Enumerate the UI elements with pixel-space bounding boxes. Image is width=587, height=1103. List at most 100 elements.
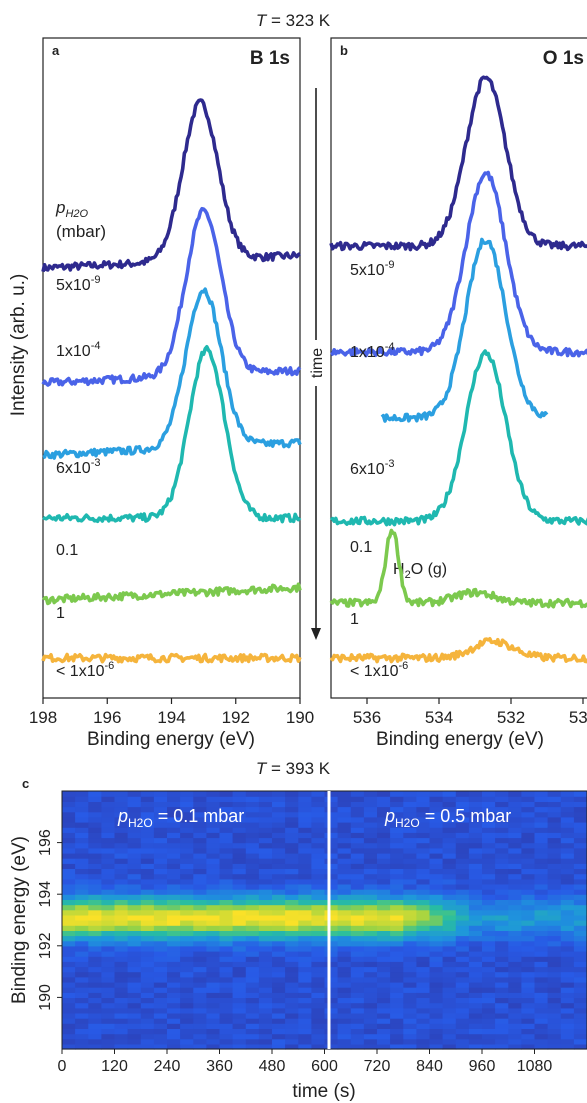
heatmap-cell bbox=[455, 791, 470, 797]
heatmap-cell bbox=[311, 1038, 326, 1045]
heatmap-cell bbox=[337, 822, 352, 828]
heatmap-cell bbox=[534, 997, 549, 1004]
heatmap-cell bbox=[416, 837, 431, 844]
heatmap-cell bbox=[88, 894, 102, 900]
heatmap-cell bbox=[232, 827, 247, 833]
heatmap-cell bbox=[272, 925, 286, 931]
heatmap-cell bbox=[62, 976, 76, 983]
heatmap-cell bbox=[573, 837, 587, 844]
heatmap-xtick-label: 480 bbox=[259, 1058, 286, 1075]
heatmap-cell bbox=[219, 863, 234, 869]
heatmap-cell bbox=[232, 1002, 247, 1009]
heatmap-cell bbox=[442, 940, 457, 947]
heatmap-cell bbox=[206, 914, 221, 921]
heatmap-cell bbox=[232, 883, 247, 890]
panel-c-xlabel: time (s) bbox=[292, 1081, 355, 1102]
heatmap-cell bbox=[363, 806, 378, 813]
heatmap-cell bbox=[573, 1033, 587, 1040]
heatmap-cell bbox=[324, 816, 339, 823]
heatmap-cell bbox=[468, 1028, 483, 1035]
heatmap-cell bbox=[153, 1007, 168, 1014]
heatmap-cell bbox=[285, 883, 299, 890]
heatmap-cell bbox=[245, 1043, 260, 1050]
heatmap-cell bbox=[521, 873, 536, 880]
b1s-series-3 bbox=[42, 345, 302, 524]
heatmap-cell bbox=[337, 899, 352, 906]
heatmap-cell bbox=[193, 822, 207, 828]
heatmap-cell bbox=[482, 1002, 496, 1009]
heatmap-cell bbox=[442, 1012, 457, 1019]
heatmap-cell bbox=[350, 822, 365, 828]
heatmap-cell bbox=[324, 945, 339, 952]
heatmap-cell bbox=[153, 981, 168, 988]
heatmap-cell bbox=[508, 868, 522, 875]
bottom-title: T = 393 K bbox=[256, 759, 331, 778]
heatmap-cell bbox=[324, 873, 339, 880]
heatmap-cell bbox=[482, 961, 496, 968]
panel-a: a B 1s pH2O (mbar) 5x10-91x10-46x10-30.1… bbox=[29, 37, 314, 750]
heatmap-cell bbox=[127, 930, 142, 937]
heatmap-cell bbox=[140, 873, 155, 880]
heatmap-cell bbox=[377, 894, 391, 900]
heatmap-cell bbox=[258, 951, 273, 957]
heatmap-cell bbox=[127, 920, 142, 926]
heatmap-cell bbox=[114, 1028, 129, 1035]
heatmap-cell bbox=[547, 909, 562, 916]
heatmap-cell bbox=[468, 837, 483, 844]
heatmap-cell bbox=[495, 811, 509, 818]
heatmap-cell bbox=[88, 858, 102, 864]
heatmap-cell bbox=[429, 863, 444, 869]
heatmap-cell bbox=[285, 816, 299, 823]
heatmap-cell bbox=[127, 873, 142, 880]
heatmap-cell bbox=[495, 883, 509, 890]
heatmap-cell bbox=[75, 966, 89, 973]
heatmap-cell bbox=[258, 791, 273, 797]
heatmap-cell bbox=[495, 1038, 509, 1045]
heatmap-cell bbox=[455, 961, 470, 968]
heatmap-cell bbox=[429, 904, 444, 911]
heatmap-cell bbox=[180, 1033, 194, 1040]
heatmap-cell bbox=[416, 883, 431, 890]
heatmap-cell bbox=[153, 822, 168, 828]
heatmap-cell bbox=[180, 868, 194, 875]
heatmap-cell bbox=[324, 883, 339, 890]
heatmap-cell bbox=[62, 796, 76, 802]
heatmap-cell bbox=[324, 868, 339, 875]
heatmap-cell bbox=[324, 987, 339, 993]
heatmap-cell bbox=[403, 868, 417, 875]
heatmap-cell bbox=[127, 1033, 142, 1040]
heatmap-cell bbox=[167, 945, 181, 952]
heatmap-cell bbox=[442, 899, 457, 906]
heatmap-cell bbox=[429, 940, 444, 947]
heatmap-cell bbox=[442, 873, 457, 880]
heatmap-cell bbox=[272, 961, 286, 968]
heatmap-cell bbox=[442, 852, 457, 859]
heatmap-cell bbox=[206, 1033, 221, 1040]
heatmap-cell bbox=[167, 796, 181, 802]
heatmap-cell bbox=[416, 842, 431, 849]
heatmap-cell bbox=[180, 940, 194, 947]
heatmap-cell bbox=[219, 909, 234, 916]
heatmap-cell bbox=[180, 822, 194, 828]
heatmap-cell bbox=[75, 832, 89, 839]
heatmap-cell bbox=[547, 961, 562, 968]
heatmap-cell bbox=[468, 1007, 483, 1014]
heatmap-cell bbox=[101, 1023, 116, 1029]
heatmap-cell bbox=[337, 883, 352, 890]
heatmap-cell bbox=[416, 904, 431, 911]
heatmap-cell bbox=[482, 816, 496, 823]
heatmap-cell bbox=[285, 873, 299, 880]
heatmap-cell bbox=[193, 1033, 207, 1040]
heatmap-cell bbox=[75, 858, 89, 864]
heatmap-cell bbox=[127, 837, 142, 844]
heatmap-cell bbox=[75, 945, 89, 952]
heatmap-cell bbox=[482, 811, 496, 818]
heatmap-cell bbox=[403, 981, 417, 988]
heatmap-cell bbox=[390, 811, 404, 818]
heatmap-cell bbox=[272, 837, 286, 844]
heatmap-cell bbox=[363, 899, 378, 906]
heatmap-cell bbox=[62, 992, 76, 998]
heatmap-cell bbox=[180, 1002, 194, 1009]
heatmap-cell bbox=[272, 940, 286, 947]
heatmap-cell bbox=[482, 889, 496, 895]
